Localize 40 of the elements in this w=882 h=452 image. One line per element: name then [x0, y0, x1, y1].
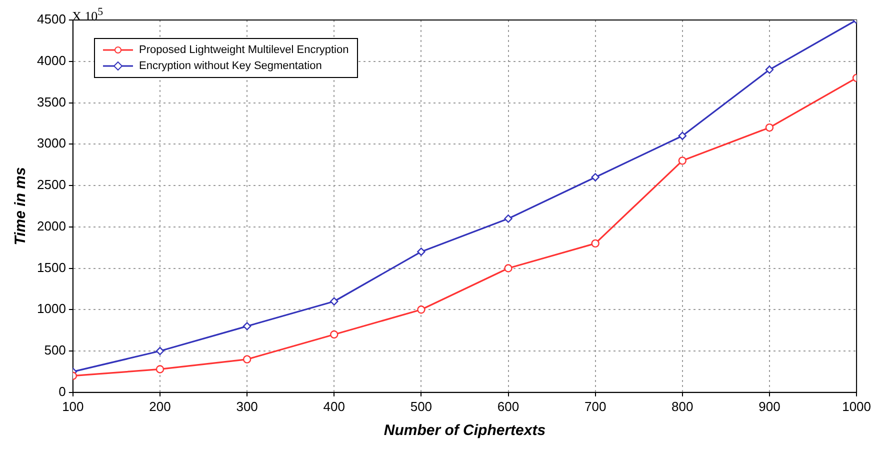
- point: [417, 248, 426, 256]
- y-tick-label: 4500: [37, 12, 66, 27]
- point: [156, 346, 164, 356]
- y-tick-label: 2500: [37, 177, 66, 192]
- point: [678, 156, 686, 165]
- x-tick-label: 900: [758, 398, 780, 414]
- y-axis-title: Time in ms: [12, 167, 30, 246]
- x-tick-label: 400: [323, 398, 345, 414]
- point: [765, 66, 774, 74]
- point: [330, 330, 338, 339]
- point: [417, 306, 426, 314]
- point: [156, 365, 164, 374]
- y-tick-label: 1500: [37, 260, 66, 275]
- legend-label: Proposed Lightweight Multilevel Encryption: [139, 43, 349, 58]
- point: [242, 355, 252, 364]
- point: [330, 297, 338, 306]
- point: [765, 123, 774, 132]
- x-tick-label: 200: [149, 398, 171, 414]
- point: [591, 239, 600, 248]
- legend-label: Encryption without Key Segmentation: [139, 59, 322, 74]
- y-tick-label: 1000: [37, 301, 66, 316]
- point: [504, 264, 512, 272]
- x-axis-title: Number of Ciphertexts: [384, 422, 546, 440]
- y-tick-label: 3500: [37, 94, 66, 110]
- x-tick-label: 100: [62, 398, 84, 414]
- point: [504, 214, 512, 223]
- y-tick-label: 0: [58, 384, 66, 399]
- x-tick-label: 700: [584, 398, 606, 414]
- x-tick-label: 800: [672, 398, 694, 414]
- point: [242, 322, 252, 330]
- x-tick-label: 1000: [842, 398, 871, 414]
- y-tick-label: 4000: [37, 52, 66, 68]
- y-tick-label: 3000: [37, 136, 66, 151]
- point: [678, 132, 686, 140]
- y-tick-label: 500: [44, 342, 66, 358]
- x-tick-label: 600: [497, 398, 520, 414]
- y-tick-label: 2000: [37, 218, 66, 234]
- point: [591, 173, 600, 182]
- x-tick-label: 500: [410, 398, 432, 414]
- x-tick-label: 300: [236, 398, 258, 414]
